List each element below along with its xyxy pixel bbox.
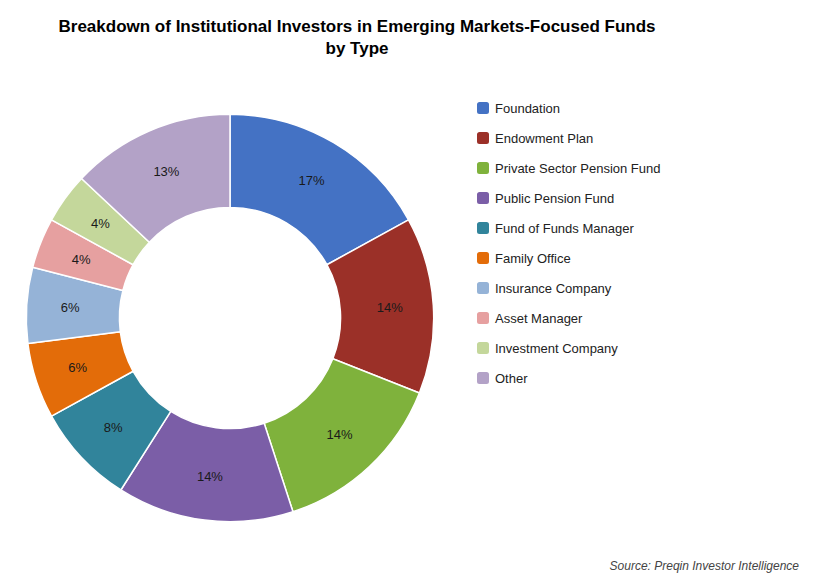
- svg-text:Endowment Plan: Endowment Plan: [495, 131, 593, 146]
- svg-text:Family Office: Family Office: [495, 251, 571, 266]
- svg-text:Insurance Company: Insurance Company: [495, 281, 612, 296]
- svg-text:by Type: by Type: [326, 39, 389, 58]
- svg-text:Investment Company: Investment Company: [495, 341, 618, 356]
- svg-text:14%: 14%: [327, 427, 353, 442]
- svg-text:8%: 8%: [104, 420, 123, 435]
- svg-text:17%: 17%: [299, 173, 325, 188]
- svg-text:Fund of Funds Manager: Fund of Funds Manager: [495, 221, 634, 236]
- svg-text:Foundation: Foundation: [495, 101, 560, 116]
- svg-text:Public Pension Fund: Public Pension Fund: [495, 191, 614, 206]
- svg-text:4%: 4%: [91, 216, 110, 231]
- svg-text:Other: Other: [495, 371, 528, 386]
- svg-text:Breakdown of Institutional Inv: Breakdown of Institutional Investors in …: [59, 17, 656, 36]
- svg-text:Source: Preqin Investor Intell: Source: Preqin Investor Intelligence: [610, 559, 800, 573]
- svg-text:6%: 6%: [68, 360, 87, 375]
- svg-text:Private Sector Pension Fund: Private Sector Pension Fund: [495, 161, 660, 176]
- svg-text:14%: 14%: [197, 469, 223, 484]
- svg-text:4%: 4%: [72, 252, 91, 267]
- svg-text:6%: 6%: [61, 300, 80, 315]
- svg-text:Asset Manager: Asset Manager: [495, 311, 583, 326]
- svg-text:13%: 13%: [153, 164, 179, 179]
- svg-text:14%: 14%: [377, 300, 403, 315]
